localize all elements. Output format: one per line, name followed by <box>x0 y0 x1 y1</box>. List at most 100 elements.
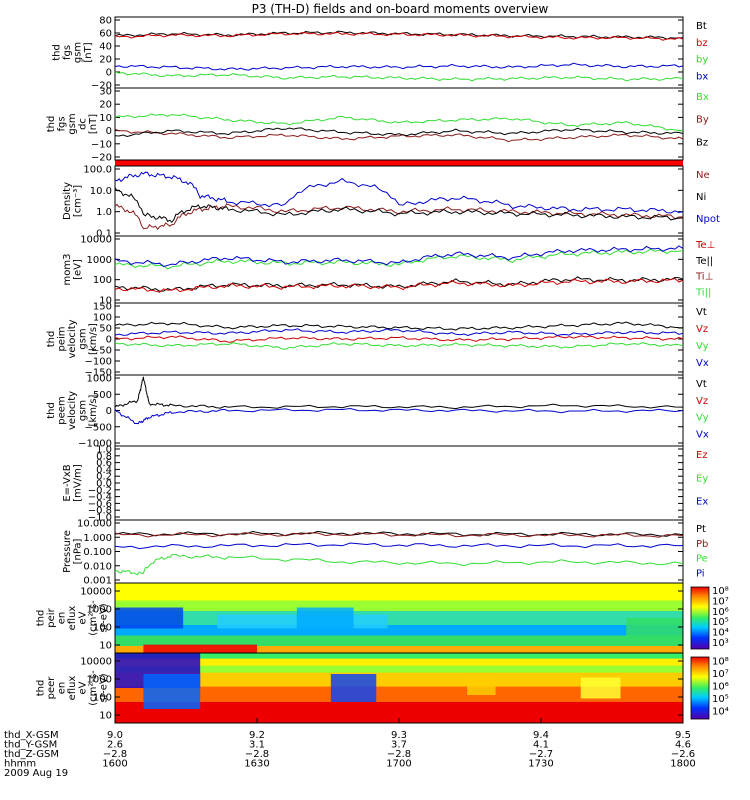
series-line-ni <box>114 187 684 224</box>
legend-entry: Ti⊥ <box>695 272 713 283</box>
panel-peem_velocity: thdpeemvelocitygsm[km/s] 1000 500 0 −500 −100… <box>46 374 709 450</box>
x-tick-label: 1700 <box>386 759 411 770</box>
y-axis-label-line: en <box>57 612 68 625</box>
y-axis-label-line: mom3 <box>62 254 73 286</box>
y-tick-label: 40 <box>99 42 112 53</box>
legend-entry: Pe <box>696 554 708 565</box>
heatmap-feature <box>626 618 683 639</box>
ephemeris-bar <box>115 160 683 166</box>
y-tick-label: 100 <box>93 275 112 286</box>
y-axis-label-line: en <box>57 682 68 695</box>
y-axis-label-line: eV <box>78 611 89 624</box>
y-tick-label: 1000 <box>87 605 112 616</box>
y-tick-label: 30 <box>99 87 112 98</box>
colorbar-tick-label: 10⁷ <box>712 596 729 607</box>
y-tick-label: 100 <box>93 693 112 704</box>
legend-entry: Vz <box>696 324 708 335</box>
heatmap-band <box>115 625 683 636</box>
y-axis-label-line: [mV/m] <box>72 464 83 502</box>
y-tick-label: −1.0 <box>88 513 112 524</box>
series-line-vt <box>114 376 684 410</box>
colorbar-tick-label: 10⁸ <box>712 586 729 597</box>
panel-peim_velocity: thdpeimvelocitygsm[km/s] 150100500−50−100… <box>46 302 709 379</box>
heatmap-feature <box>330 674 377 702</box>
chart-title: P3 (TH-D) fields and on-board moments ov… <box>252 2 549 16</box>
y-tick-label: −0.8 <box>88 506 112 517</box>
y-axis-label-line: dc <box>78 118 89 130</box>
y-tick-label: 0 <box>106 126 112 137</box>
series-line-te <box>114 277 684 293</box>
panel-fgs_gsm_dc: thdfgsgsmdc[nT] 30 20 10 0 −10 −20 Bx By Bz <box>46 87 709 164</box>
y-tick-label: 150 <box>93 302 112 313</box>
heatmap-band <box>115 653 683 660</box>
x-tick-label: 2.6 <box>107 740 123 751</box>
y-tick-label: 0.6 <box>96 458 112 469</box>
y-tick-label: 1.000 <box>83 533 112 544</box>
y-axis-label: Pressure[nPa] <box>62 530 84 573</box>
legend-entry: Bx <box>696 92 709 103</box>
heatmap-feature <box>467 674 496 695</box>
y-tick-label: 20 <box>99 55 112 66</box>
x-tick-label: −2.7 <box>529 749 553 760</box>
x-tick-label: 3.7 <box>391 740 407 751</box>
y-tick-label: 10000 <box>80 587 112 598</box>
y-tick-label: −10 <box>91 139 112 150</box>
series-line-vz <box>114 335 684 343</box>
colorbar-tick-label: 10⁶ <box>712 682 729 693</box>
y-tick-label: 100 <box>93 313 112 324</box>
y-axis-label: thdpeerenefluxeV(cm²-s-sr-eV) <box>36 670 110 706</box>
y-axis-label: thdpeimvelocitygsm[km/s] <box>46 319 99 358</box>
legend-entry: Vx <box>696 358 709 369</box>
y-tick-label: 100 <box>93 623 112 634</box>
x-axis-row-label: thd_Z-GSM <box>4 749 59 760</box>
y-tick-label: 10 <box>99 641 112 652</box>
x-tick-label: 9.3 <box>391 730 407 741</box>
legend-entry: by <box>696 55 708 66</box>
y-axis-label: Density[cm⁻³] <box>62 182 84 220</box>
x-tick-label: −2.6 <box>671 749 695 760</box>
y-axis-label-line: eV <box>78 681 89 694</box>
y-axis-label-line: E=-VxB <box>62 464 73 501</box>
legend-entry: Vt <box>696 379 707 390</box>
legend-entry: Ex <box>696 497 708 508</box>
y-axis-label-line: gsm <box>72 42 83 63</box>
legend-entry: bx <box>696 71 708 82</box>
y-axis-label-line: [cm⁻³] <box>72 185 83 217</box>
y-tick-label: −500 <box>85 422 112 433</box>
y-tick-label: 0.0 <box>96 479 112 490</box>
y-tick-label: 0.4 <box>96 465 112 476</box>
series-line-vy <box>114 342 684 350</box>
panel-e_field: E=-VxB[mV/m]1.00.80.60.40.20.0−0.2−0.4−0… <box>62 445 709 524</box>
y-tick-label: 0 <box>106 335 112 346</box>
x-tick-label: 1600 <box>102 759 127 770</box>
colorbar <box>690 586 710 650</box>
x-axis-row-label: thd_Y-GSM <box>4 740 57 751</box>
legend-entry: Te⊥ <box>695 240 715 251</box>
y-tick-label: 0.100 <box>83 547 112 558</box>
panel-pressure: Pressure[nPa]10.0001.0000.1000.0100.001P… <box>62 519 709 587</box>
y-axis-label-line: [km/s] <box>88 394 99 426</box>
y-axis-label-line: velocity <box>67 319 78 358</box>
heatmap-band <box>115 658 683 667</box>
colorbar-tick-label: 10⁸ <box>712 657 729 668</box>
x-tick-label: 9.4 <box>533 730 549 741</box>
panel-frame <box>114 165 684 237</box>
y-axis-label-line: thd <box>51 44 62 61</box>
y-axis-label-line: velocity <box>67 391 78 430</box>
y-tick-label: 500 <box>93 390 112 401</box>
y-axis-label-line: Density <box>62 182 73 220</box>
series-line-bx <box>114 62 684 71</box>
y-axis-label-line: sr-eV) <box>99 603 110 632</box>
legend-entry: Ti|| <box>695 287 711 298</box>
y-axis-label-line: [nT] <box>83 42 94 62</box>
y-axis-label-line: [nT] <box>88 114 99 134</box>
x-tick-label: −2.8 <box>245 749 269 760</box>
panel-frame <box>114 519 684 584</box>
legend-entry: bz <box>696 38 708 49</box>
series-line-bx <box>114 113 684 132</box>
colorbar-tick-label: 10⁷ <box>712 669 729 680</box>
series-line-te <box>114 276 684 292</box>
y-tick-label: 0.010 <box>83 561 112 572</box>
y-tick-label: 10000 <box>80 235 112 246</box>
y-tick-label: −150 <box>85 368 112 379</box>
